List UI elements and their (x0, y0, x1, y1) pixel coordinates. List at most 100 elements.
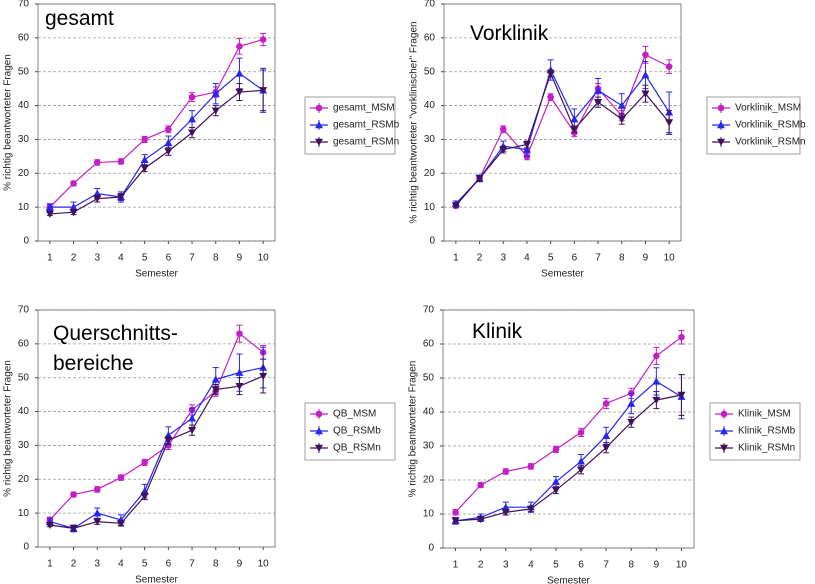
point (551, 487, 560, 495)
point (577, 466, 586, 474)
x-tick-label: 7 (189, 253, 195, 264)
y-tick-label: 0 (23, 236, 29, 247)
plot-frame (443, 3, 682, 242)
legend-label: gesamt_RSMb (333, 120, 400, 131)
point (677, 391, 686, 399)
point (546, 70, 555, 78)
x-tick-label: 2 (71, 559, 77, 570)
point (188, 115, 197, 123)
x-tick-label: 6 (166, 559, 172, 570)
chart-title: Querschnitts- (53, 322, 178, 345)
y-tick-label: 10 (423, 509, 435, 520)
point (451, 202, 460, 210)
point (641, 90, 650, 98)
point (570, 126, 579, 134)
point (236, 330, 243, 338)
series-line (455, 53, 670, 206)
y-tick-label: 10 (18, 508, 30, 519)
point (117, 158, 125, 165)
y-axis-label: % richtig beantworteter Fragen (3, 54, 14, 191)
point (116, 520, 125, 528)
series-line (49, 38, 264, 208)
y-axis-label: % richtig beantworteter Fragen (3, 360, 14, 497)
legend-marker (315, 427, 323, 435)
x-tick-label: 8 (213, 253, 219, 264)
point (259, 372, 268, 381)
y-axis-label: % richtig beantworteter "vorklinischer" … (409, 21, 420, 223)
legend-label: Klinik_RSMn (738, 443, 795, 454)
plot-frame (442, 309, 695, 549)
legend-marker (315, 410, 323, 418)
x-tick-label: 4 (524, 253, 530, 264)
x-tick-label: 9 (237, 253, 243, 264)
point (140, 155, 149, 163)
point (522, 145, 531, 153)
y-tick-label: 10 (18, 202, 30, 213)
y-tick-label: 40 (18, 100, 30, 111)
legend-marker (717, 138, 725, 146)
point (451, 517, 460, 525)
series-line (49, 89, 264, 215)
y-tick-label: 0 (429, 236, 435, 247)
point (652, 396, 661, 405)
point (116, 193, 125, 201)
point (93, 195, 102, 203)
series-line (49, 72, 264, 208)
point (140, 165, 149, 173)
y-tick-label: 30 (424, 134, 436, 145)
point (617, 115, 626, 124)
series-line (49, 332, 264, 521)
x-axis-label: Semester (135, 269, 178, 280)
point (551, 477, 560, 485)
y-tick-label: 60 (424, 32, 436, 43)
point (665, 63, 673, 70)
point (665, 119, 674, 127)
y-tick-label: 50 (18, 372, 30, 383)
point (235, 382, 244, 391)
x-tick-label: 5 (142, 559, 148, 570)
x-tick-label: 3 (94, 559, 100, 570)
point (70, 180, 77, 187)
chart-title: gesamt (45, 7, 114, 30)
y-tick-label: 40 (423, 407, 435, 418)
y-tick-label: 50 (423, 373, 435, 384)
y-tick-label: 30 (18, 134, 30, 145)
legend-marker (315, 104, 323, 112)
y-tick-label: 70 (423, 305, 435, 316)
point (235, 88, 244, 97)
point (188, 93, 196, 101)
point (141, 136, 148, 143)
x-tick-label: 10 (676, 560, 688, 571)
chart-title: Vorklinik (470, 22, 549, 45)
x-tick-label: 1 (47, 559, 53, 570)
x-tick-label: 2 (477, 253, 483, 264)
series-line (455, 68, 670, 205)
point (678, 333, 685, 341)
x-axis-label: Semester (547, 576, 590, 584)
plot-frame (37, 3, 276, 242)
point (211, 107, 220, 115)
point (70, 491, 77, 498)
y-tick-label: 50 (424, 66, 436, 77)
x-tick-label: 10 (258, 253, 270, 264)
legend-label: QB_RSMn (333, 443, 381, 454)
point (602, 400, 610, 407)
series-line (455, 394, 682, 522)
point (211, 89, 220, 97)
point (69, 209, 78, 217)
point (499, 146, 508, 154)
point (188, 414, 197, 422)
point (577, 429, 585, 436)
point (45, 203, 54, 211)
point (477, 481, 484, 489)
point (164, 437, 173, 445)
point (236, 43, 243, 50)
x-tick-label: 8 (628, 560, 634, 571)
point (45, 521, 54, 529)
chart-title: Klinik (472, 320, 523, 343)
point (526, 505, 535, 513)
series-line (49, 375, 264, 529)
legend-label: Vorklinik_RSMb (735, 120, 806, 131)
